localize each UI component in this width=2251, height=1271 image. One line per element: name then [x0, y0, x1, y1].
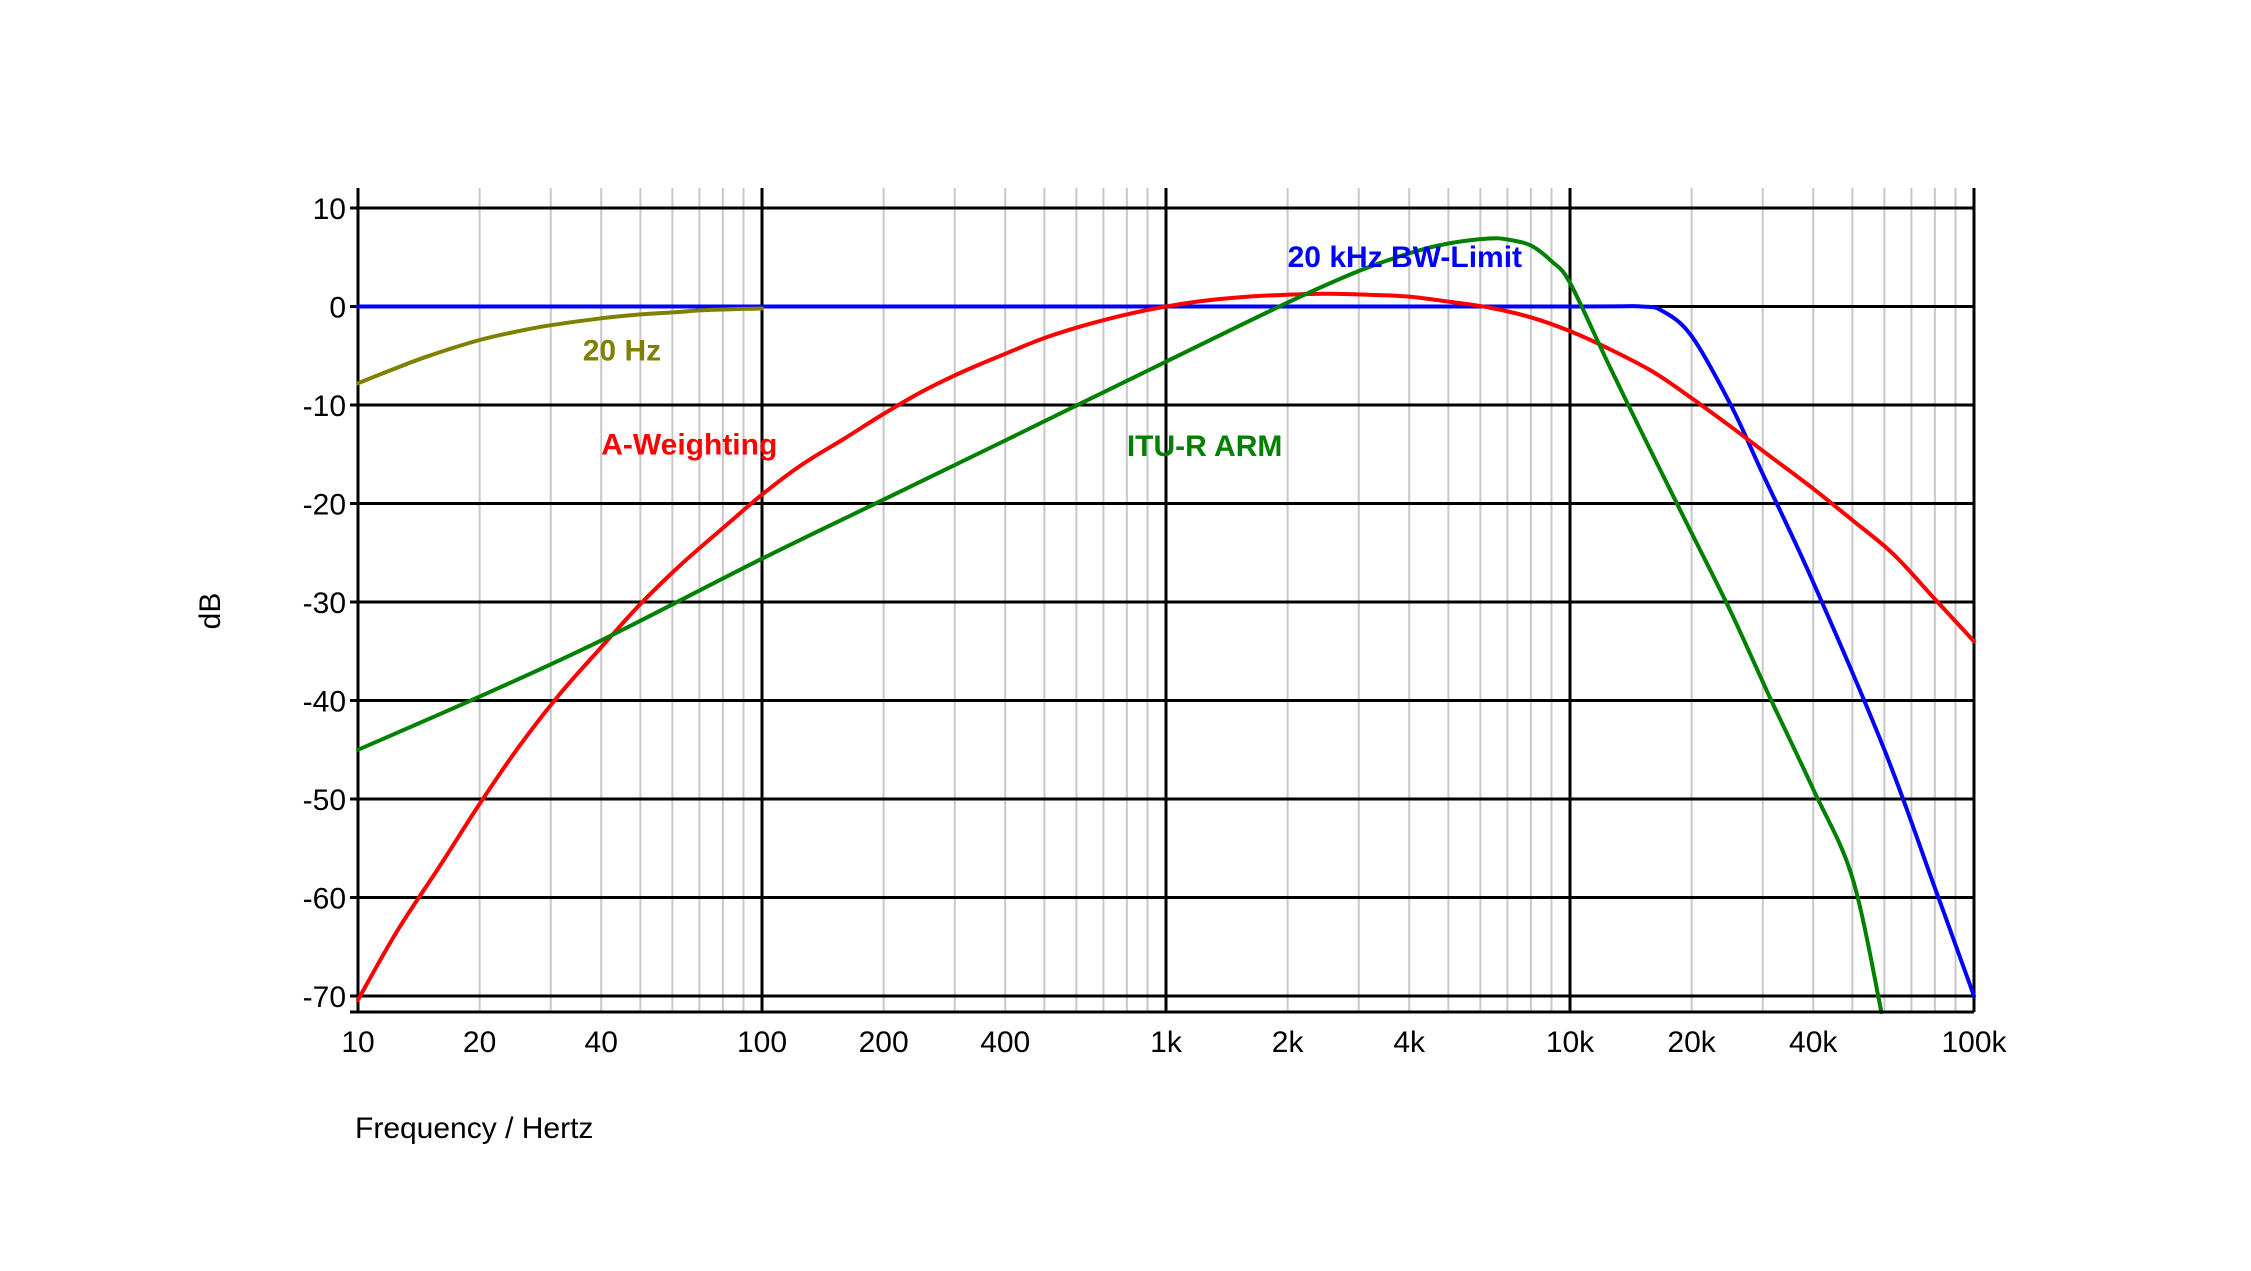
x-tick-label: 10k [1546, 1026, 1595, 1059]
x-tick-labels: 10 20 40 100 200 400 1k 2k 4k 10k 20k 40k 100k [341, 1026, 2007, 1059]
series-annotation-label: ITU-R ARM [1127, 430, 1283, 463]
x-axis-title: Frequency / Hertz [355, 1112, 593, 1145]
y-tick-label: 0 [329, 292, 346, 325]
series-line-itu-r-arm [356, 236, 1884, 1014]
y-tick-label: -20 [303, 489, 346, 522]
x-tick-label: 1k [1150, 1026, 1183, 1059]
series-line-20-khz-bw-limit [356, 304, 1976, 998]
y-tick-label: -40 [303, 686, 346, 719]
y-tick-label: -10 [303, 390, 346, 423]
y-tick-label: -60 [303, 883, 346, 916]
x-tick-label: 20 [463, 1026, 496, 1059]
y-tick-label: -70 [303, 981, 346, 1014]
minor-gridlines [478, 188, 1957, 1012]
x-tick-label: 40k [1789, 1026, 1838, 1059]
series-annotation-label: 20 Hz [583, 335, 661, 368]
x-tick-label: 2k [1272, 1026, 1305, 1059]
x-tick-label: 200 [859, 1026, 909, 1059]
series-annotation-label: A-Weighting [601, 428, 777, 461]
y-tick-label: 10 [313, 193, 346, 226]
x-tick-label: 20k [1667, 1026, 1716, 1059]
series-layer [356, 236, 1976, 1014]
y-axis-title: dB [194, 593, 227, 630]
x-tick-label: 40 [585, 1026, 618, 1059]
x-tick-label: 100k [1941, 1026, 2007, 1059]
x-tick-label: 10 [341, 1026, 374, 1059]
x-tick-label: 400 [980, 1026, 1030, 1059]
y-tick-labels: 10 0 -10 -20 -30 -40 -50 -60 -70 [303, 193, 346, 1014]
y-tick-label: -30 [303, 587, 346, 620]
y-tick-label: -50 [303, 784, 346, 817]
series-line-20-hz [356, 306, 764, 386]
major-gridlines [350, 188, 1976, 1012]
series-annotations: 20 kHz BW-Limit 20 Hz A-Weighting ITU-R ARM [583, 241, 1522, 463]
x-tick-label: 4k [1393, 1026, 1426, 1059]
series-annotation-label: 20 kHz BW-Limit [1288, 241, 1522, 274]
x-tick-label: 100 [737, 1026, 787, 1059]
